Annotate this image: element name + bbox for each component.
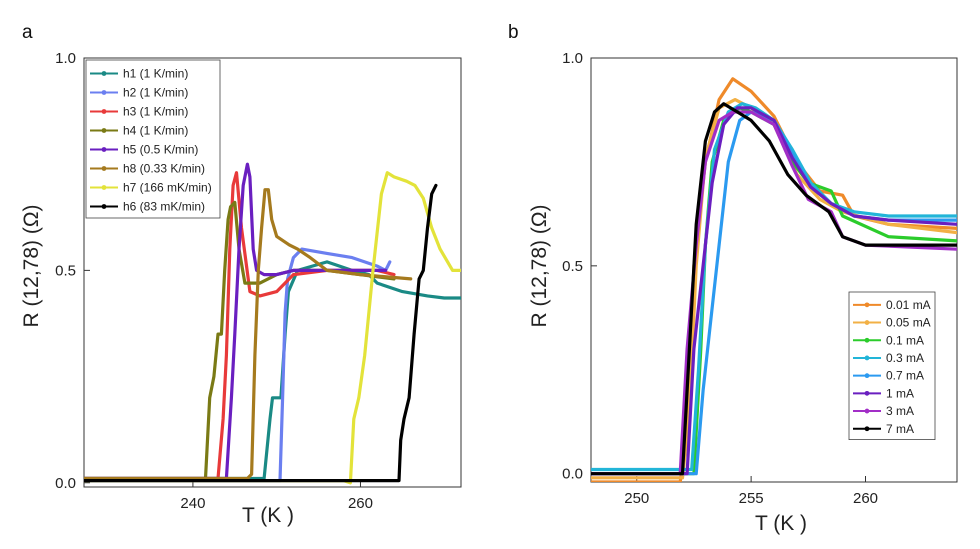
panel-b-legend: 0.01 mA 0.05 mA 0.1 mA 0.3 mA 0.7 mA 1 mA 3 mA… [848,291,936,441]
panel-a-series-h1-1-k-min [84,260,461,481]
panel-a-ytick-label: 0.0 [55,475,76,492]
panel-a-legend-box [85,59,221,219]
panel-a-legend: h1 (1 K/min) h2 (1 K/min) h3 (1 K/min) h4 (… [85,59,221,219]
panel-a-xtick-label: 240 [180,495,205,512]
panel-a-series-h7-166-mk-min [84,171,461,485]
panel-a-legend-label: h7 (166 mK/min) [123,181,212,195]
panel-a-ylabel: R (12,78) (Ω) [20,204,43,327]
panel-a-ticks: 240 260 0.0 0.5 1.0 [55,50,373,512]
panel-b-legend-marker [864,320,870,325]
panel-a-legend-marker [101,71,107,76]
panel-b-legend-marker [864,426,870,432]
panel-b-series-group [591,77,957,482]
panel-b-legend-label: 0.1 mA [886,333,924,347]
panel-a-label: a [22,22,33,43]
panel-a-legend-label: h6 (83 mK/min) [123,200,205,214]
panel-a-legend-label: h2 (1 K/min) [123,86,188,100]
panel-a-xtick-label: 260 [348,495,373,512]
panel-b-ticks: 250 255 260 0.0 0.5 1.0 [562,50,878,507]
panel-a-ytick-label: 1.0 [55,50,76,67]
panel-a: a 240 260 0.0 0.5 1.0 T (K ) R (12,78) (Ω) h… [20,22,462,527]
panel-b-legend-marker [864,390,870,396]
panel-b-legend-marker [864,373,870,379]
panel-b-xtick-label: 255 [739,490,764,507]
panel-a-legend-marker [101,185,107,190]
panel-b-legend-label: 3 mA [886,404,914,418]
panel-a-series-h5-0-5-k-min [84,162,388,481]
panel-b-legend-label: 0.05 mA [886,316,931,330]
panel-a-legend-marker [101,109,107,114]
panel-a-series-h6-83-mk-min [84,183,438,483]
panel-b-plot-frame [590,57,958,483]
panel-b-legend-marker [864,408,870,414]
panel-b-legend-label: 0.7 mA [886,369,924,383]
panel-a-legend-label: h3 (1 K/min) [123,105,188,119]
panel-b-legend-box [848,291,936,441]
panel-a-legend-label: h8 (0.33 K/min) [123,162,205,176]
panel-a-series-h3-1-k-min [84,171,396,481]
panel-b-legend-marker [864,355,870,361]
panel-a-plot-frame [83,57,462,488]
panel-b-legend-marker [864,337,870,343]
panel-b-legend-label: 7 mA [886,422,914,436]
panel-b-ytick-label: 0.0 [562,466,583,483]
panel-a-legend-marker [101,147,107,152]
panel-b-xtick-label: 250 [624,490,649,507]
panel-b-legend-marker [864,302,870,308]
panel-a-legend-label: h4 (1 K/min) [123,124,188,138]
panel-b-ylabel: R (12,78) (Ω) [528,204,551,327]
panel-a-legend-label: h1 (1 K/min) [123,67,188,81]
panel-a-legend-marker [101,90,107,95]
panel-a-ytick-label: 0.5 [55,262,76,279]
panel-b-series-0-3-ma [591,102,957,472]
panel-b-label: b [508,22,519,43]
panel-a-xlabel: T (K ) [242,504,294,527]
panel-b-ytick-label: 0.5 [562,258,583,275]
panel-b-series-1-ma [591,106,957,476]
panel-b-xlabel: T (K ) [755,512,807,535]
panel-b-ytick-label: 1.0 [562,50,583,67]
panel-a-legend-marker [101,166,107,171]
panel-a-legend-marker [101,128,107,133]
panel-b-legend-label: 0.01 mA [886,298,931,312]
panel-a-legend-marker [101,204,107,209]
panel-b-legend-label: 0.3 mA [886,351,924,365]
panel-b-xtick-label: 260 [853,490,878,507]
panel-a-legend-label: h5 (0.5 K/min) [123,143,198,157]
panel-a-series-h8-0-33-k-min [84,188,413,481]
panel-b: b 250 255 260 0.0 0.5 1.0 T (K ) R (12,78) (Ω… [508,22,958,535]
panel-a-series-group [84,162,461,485]
panel-b-series-7-ma [591,102,957,476]
panel-b-legend-label: 1 mA [886,386,914,400]
